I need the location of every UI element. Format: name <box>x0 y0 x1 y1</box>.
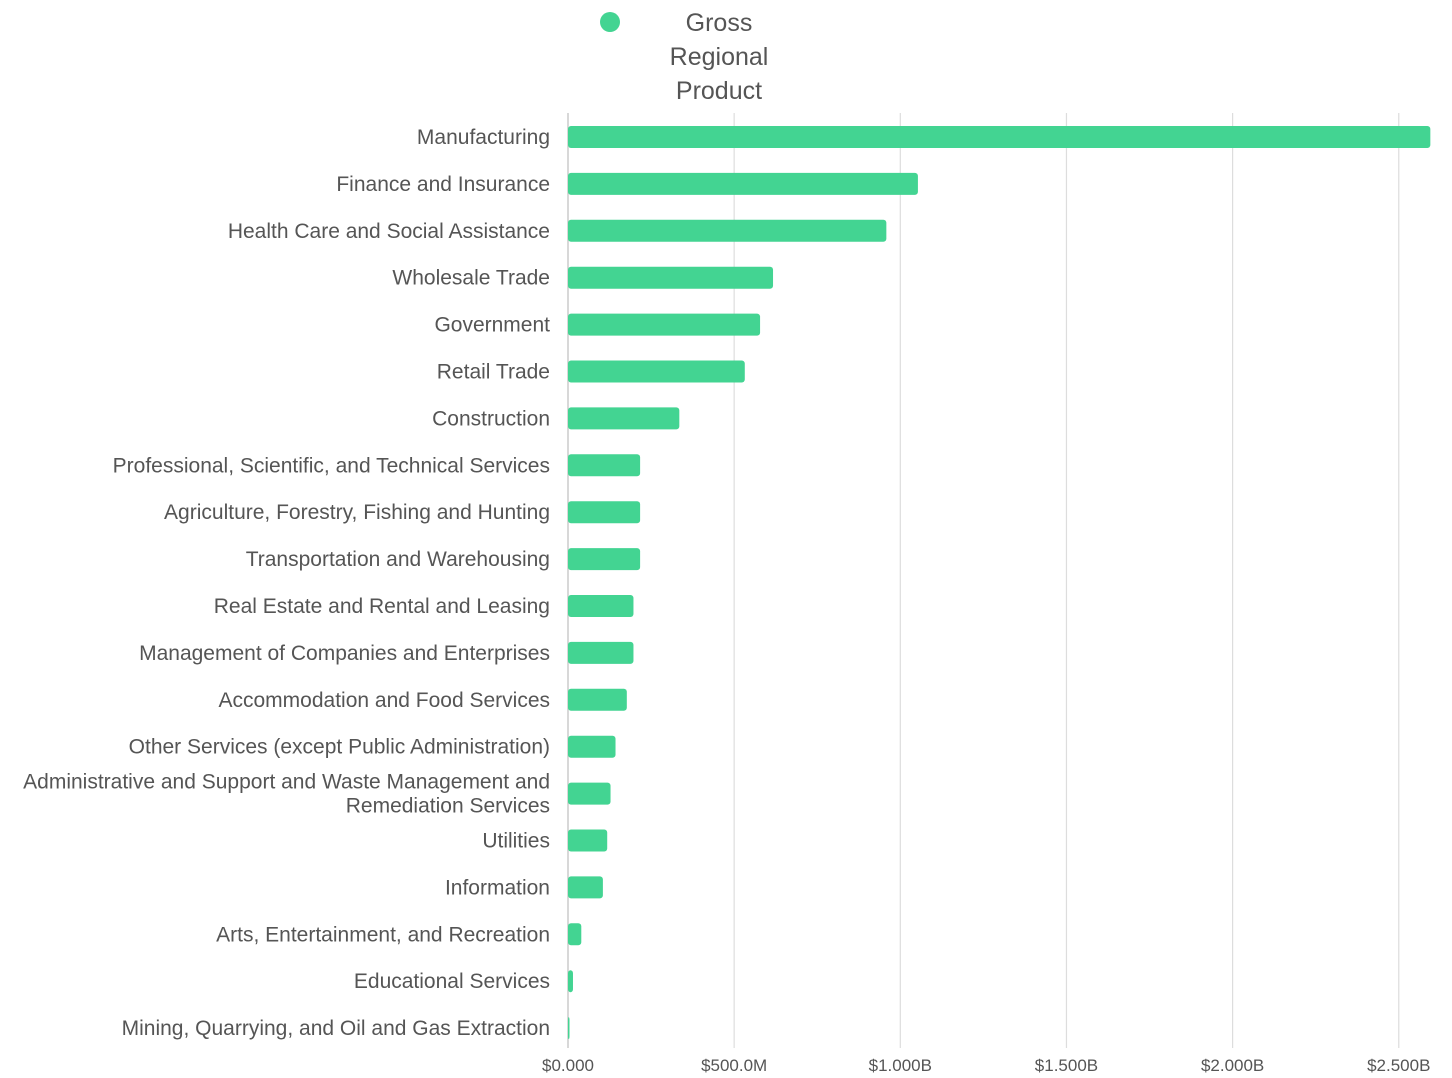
bar[interactable] <box>568 688 627 711</box>
category-label: Wholesale Trade <box>392 267 550 290</box>
category-label: Mining, Quarrying, and Oil and Gas Extra… <box>122 1017 550 1040</box>
bar[interactable] <box>568 595 634 617</box>
legend-swatch-icon <box>600 12 620 32</box>
bar[interactable] <box>568 360 745 383</box>
bar[interactable] <box>568 126 1431 148</box>
bar[interactable] <box>568 923 582 946</box>
x-tick-label: $2.000B <box>1201 1056 1264 1075</box>
bar[interactable] <box>568 829 608 852</box>
category-label: Real Estate and Rental and Leasing <box>214 595 550 618</box>
category-label: Administrative and Support and Waste Man… <box>23 771 550 818</box>
category-label: Accommodation and Food Services <box>219 689 551 712</box>
category-label: Utilities <box>482 830 550 853</box>
bar[interactable] <box>568 782 611 805</box>
bar[interactable] <box>568 313 761 336</box>
bar[interactable] <box>568 876 603 899</box>
category-label: Manufacturing <box>417 126 550 149</box>
bar[interactable] <box>568 1017 570 1040</box>
category-label: Health Care and Social Assistance <box>228 220 550 243</box>
category-label: Arts, Entertainment, and Recreation <box>216 923 550 946</box>
x-tick-label: $1.500B <box>1035 1056 1098 1075</box>
category-label: Retail Trade <box>437 361 550 384</box>
category-label: Educational Services <box>354 970 550 993</box>
category-label: Finance and Insurance <box>336 173 550 196</box>
bar[interactable] <box>568 172 918 195</box>
category-label: Professional, Scientific, and Technical … <box>113 454 550 477</box>
category-label: Construction <box>432 407 550 430</box>
category-label: Other Services (except Public Administra… <box>129 736 550 759</box>
bar[interactable] <box>568 266 774 289</box>
bar[interactable] <box>568 219 887 242</box>
bar[interactable] <box>568 735 616 758</box>
x-tick-label: $1.000B <box>869 1056 932 1075</box>
x-tick-label: $2.500B <box>1367 1056 1430 1075</box>
x-tick-label: $0.000 <box>542 1056 594 1075</box>
bar[interactable] <box>568 501 641 524</box>
x-tick-label: $500.0M <box>701 1056 767 1075</box>
bar[interactable] <box>568 548 641 571</box>
category-label: Government <box>434 314 550 337</box>
category-label: Agriculture, Forestry, Fishing and Hunti… <box>164 501 550 524</box>
category-label: Transportation and Warehousing <box>246 548 550 571</box>
bar[interactable] <box>568 454 641 477</box>
bar[interactable] <box>568 641 634 664</box>
legend-label: Gross Regional Product <box>669 9 769 105</box>
bar[interactable] <box>568 970 573 993</box>
category-label: Management of Companies and Enterprises <box>139 642 550 665</box>
bar[interactable] <box>568 407 680 430</box>
category-label: Information <box>445 876 550 899</box>
